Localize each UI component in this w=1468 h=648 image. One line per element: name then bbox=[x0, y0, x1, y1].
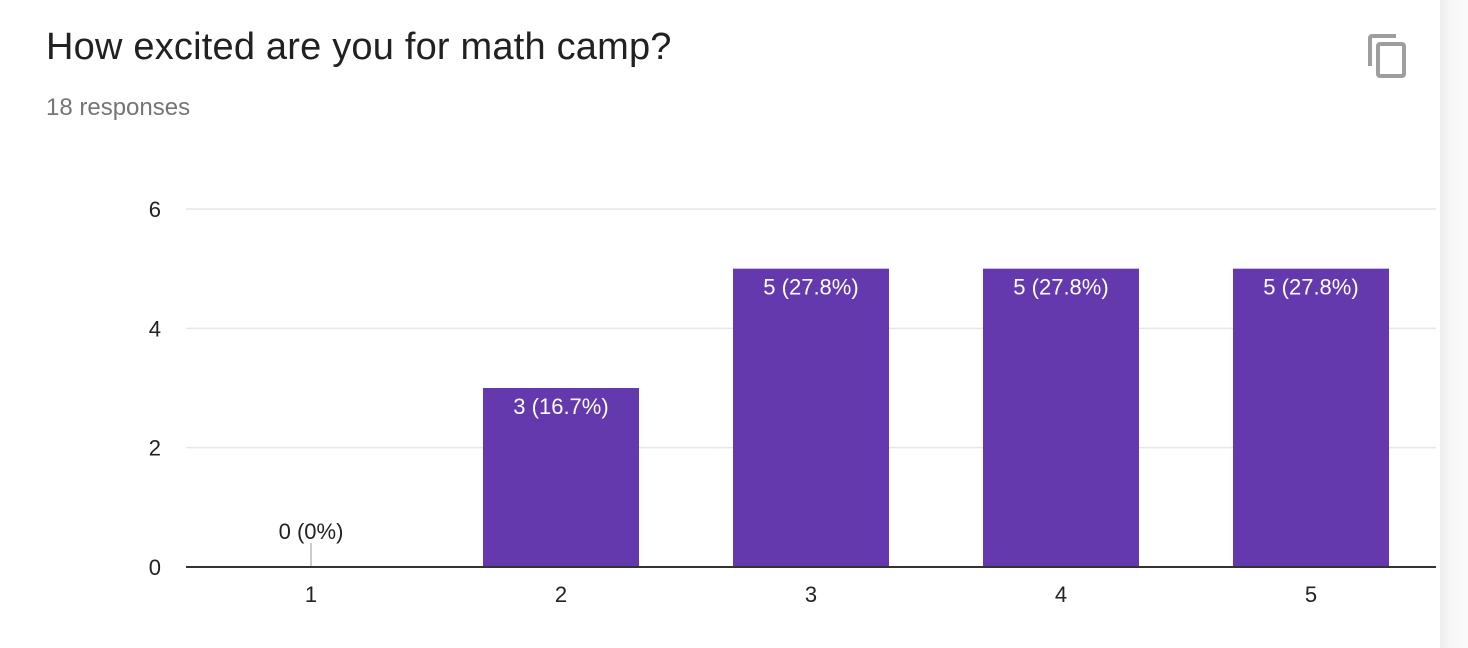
bar-data-label: 5 (27.8%) bbox=[1013, 275, 1108, 300]
copy-icon bbox=[1368, 34, 1406, 78]
bar-data-label: 0 (0%) bbox=[279, 519, 344, 544]
x-tick-label: 3 bbox=[805, 582, 817, 607]
bar bbox=[733, 268, 889, 567]
x-tick-label: 5 bbox=[1305, 582, 1317, 607]
y-tick-label: 0 bbox=[149, 555, 161, 580]
bar bbox=[983, 268, 1139, 567]
response-count: 18 responses bbox=[46, 94, 191, 121]
x-tick-label: 1 bbox=[305, 582, 317, 607]
bar-data-label: 3 (16.7%) bbox=[513, 394, 608, 419]
copy-chart-button[interactable] bbox=[1364, 32, 1412, 80]
bar-data-label: 5 (27.8%) bbox=[1263, 275, 1358, 300]
bar bbox=[483, 388, 639, 567]
chart-title: How excited are you for math camp? bbox=[46, 26, 672, 68]
scroll-shadow bbox=[1440, 0, 1468, 648]
y-tick-label: 6 bbox=[149, 197, 161, 222]
bar bbox=[1233, 268, 1389, 567]
x-tick-label: 2 bbox=[555, 582, 567, 607]
x-tick-label: 4 bbox=[1055, 582, 1067, 607]
y-tick-label: 4 bbox=[149, 316, 161, 341]
bar-data-label: 5 (27.8%) bbox=[763, 275, 858, 300]
y-tick-label: 2 bbox=[149, 436, 161, 461]
